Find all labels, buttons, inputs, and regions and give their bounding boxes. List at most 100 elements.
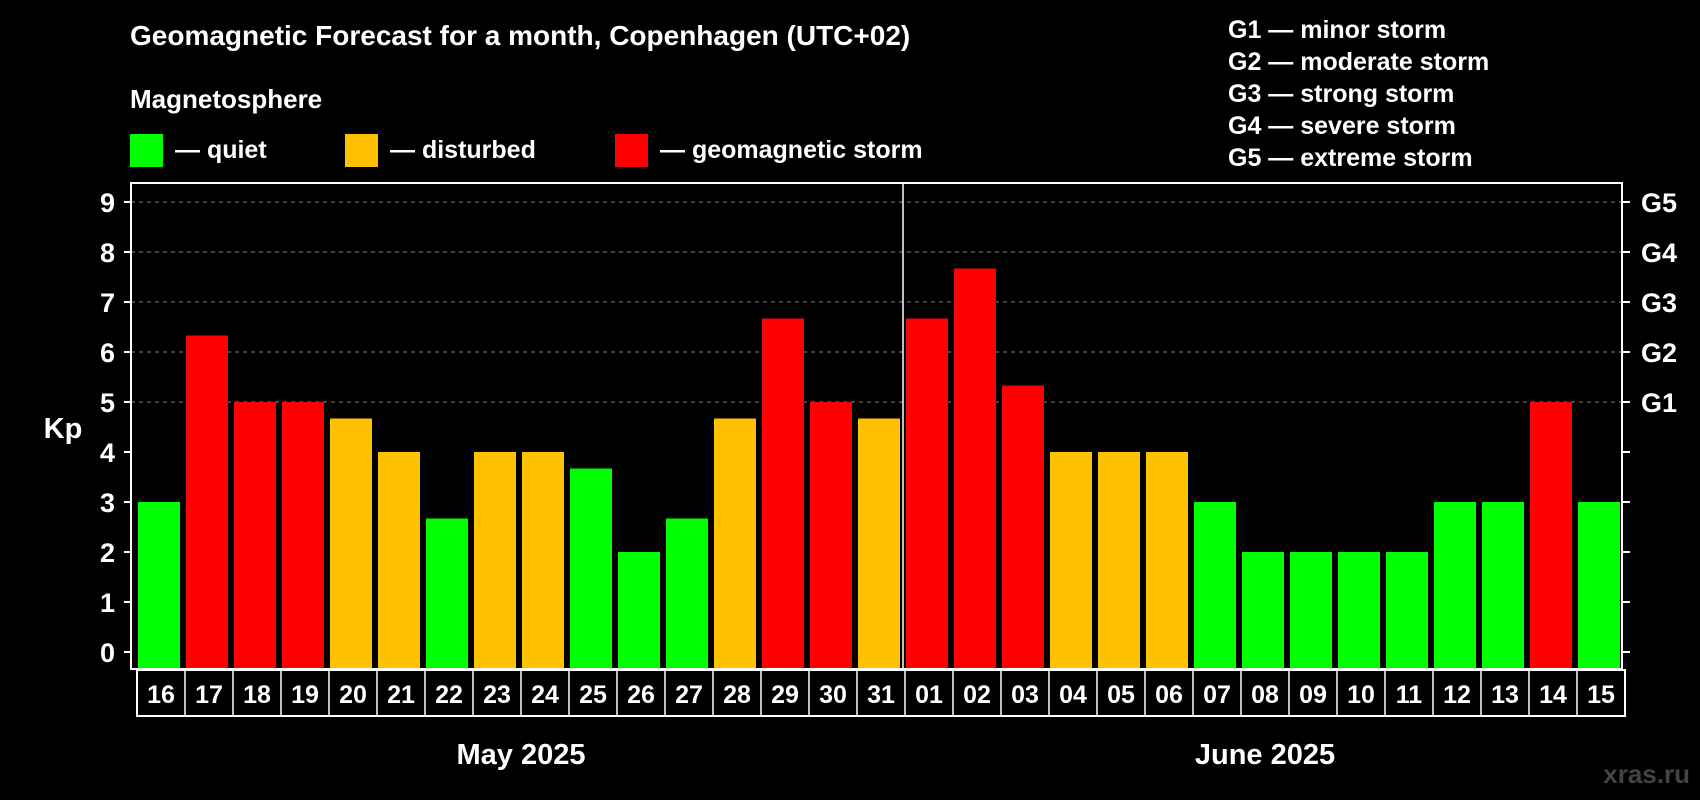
day-label: 13: [1491, 681, 1519, 709]
y-tick-label: 1: [100, 588, 115, 618]
bar-day-14: [810, 402, 852, 669]
bar-day-22: [1194, 502, 1236, 669]
g-level-label: G1: [1641, 388, 1677, 418]
y-tick-label: 6: [100, 338, 115, 368]
bar-day-18: [1002, 385, 1044, 669]
bar-day-9: [570, 468, 612, 669]
g-legend-item: G4 — severe storm: [1228, 112, 1456, 140]
bar-day-11: [666, 518, 708, 669]
legend-swatch-disturbed: [345, 133, 378, 167]
g-level-label: G3: [1641, 288, 1677, 318]
day-label: 28: [723, 681, 751, 709]
legend-label-quiet: — quiet: [175, 135, 267, 164]
g-legend-item: G3 — strong storm: [1228, 80, 1455, 108]
day-label: 31: [867, 681, 895, 709]
bar-day-5: [378, 452, 420, 669]
day-label: 23: [483, 681, 511, 709]
day-label: 24: [531, 681, 559, 709]
y-tick-label: 5: [100, 388, 115, 418]
day-label: 29: [771, 681, 799, 709]
chart-title: Geomagnetic Forecast for a month, Copenh…: [130, 20, 911, 51]
bar-day-13: [762, 318, 804, 669]
day-label: 16: [147, 681, 175, 709]
day-label: 30: [819, 681, 847, 709]
day-label: 05: [1107, 681, 1135, 709]
legend-subtitle: Magnetosphere: [130, 84, 323, 114]
bar-day-29: [1530, 402, 1572, 669]
day-label: 08: [1251, 681, 1279, 709]
day-label: 14: [1539, 681, 1567, 709]
bar-day-15: [858, 418, 900, 669]
bar-day-27: [1434, 502, 1476, 669]
y-tick-label: 2: [100, 538, 115, 568]
day-label: 15: [1587, 681, 1615, 709]
day-label: 02: [963, 681, 991, 709]
bar-day-23: [1242, 552, 1284, 669]
bar-day-3: [282, 402, 324, 669]
legend-swatch-quiet: [130, 133, 163, 167]
legend-swatch-storm: [615, 133, 648, 167]
g-scale-legend: G1 — minor storm G2 — moderate storm G3 …: [1228, 14, 1489, 174]
bar-day-16: [906, 318, 948, 669]
y-axis-label: Kp: [44, 413, 83, 445]
g-legend-item: G5 — extreme storm: [1228, 144, 1473, 172]
bar-day-12: [714, 418, 756, 669]
bar-day-30: [1578, 502, 1620, 669]
bar-day-1: [186, 335, 228, 669]
month-label: May 2025: [457, 739, 586, 771]
legend-quiet: — quiet: [130, 133, 267, 167]
y-tick-label: 8: [100, 238, 115, 268]
legend-storm: — geomagnetic storm: [615, 133, 923, 167]
bar-day-0: [138, 502, 180, 669]
day-label: 19: [291, 681, 319, 709]
day-label: 27: [675, 681, 703, 709]
g-level-label: G2: [1641, 338, 1677, 368]
bar-day-24: [1290, 552, 1332, 669]
watermark: xras.ru: [1603, 759, 1690, 789]
day-label: 06: [1155, 681, 1183, 709]
day-label: 25: [579, 681, 607, 709]
day-label: 01: [915, 681, 943, 709]
bar-day-10: [618, 552, 660, 669]
bar-day-17: [954, 268, 996, 669]
legend-disturbed: — disturbed: [345, 133, 536, 167]
g-level-label: G5: [1641, 188, 1677, 218]
day-label: 03: [1011, 681, 1039, 709]
day-label: 26: [627, 681, 655, 709]
day-label: 11: [1396, 681, 1423, 709]
day-label: 20: [339, 681, 367, 709]
g-legend-item: G2 — moderate storm: [1228, 48, 1490, 76]
day-label: 12: [1443, 681, 1471, 709]
y-tick-label: 3: [100, 488, 115, 518]
legend-label-storm: — geomagnetic storm: [660, 135, 923, 164]
bar-day-2: [234, 402, 276, 669]
day-label: 21: [387, 681, 415, 709]
day-label-frame: [136, 669, 1626, 717]
day-label: 22: [435, 681, 463, 709]
day-label: 09: [1299, 681, 1327, 709]
bar-day-20: [1098, 452, 1140, 669]
y-tick-label: 4: [100, 438, 115, 468]
bar-day-28: [1482, 502, 1524, 669]
day-label: 07: [1203, 681, 1231, 709]
g-legend-item: G1 — minor storm: [1228, 16, 1447, 44]
bar-day-26: [1386, 552, 1428, 669]
y-tick-label: 7: [100, 288, 115, 318]
bar-day-4: [330, 418, 372, 669]
day-label: 18: [243, 681, 271, 709]
bar-day-6: [426, 518, 468, 669]
day-label: 10: [1347, 681, 1375, 709]
bar-day-19: [1050, 452, 1092, 669]
day-label: 04: [1059, 681, 1087, 709]
bar-day-8: [522, 452, 564, 669]
day-label: 17: [195, 681, 223, 709]
y-tick-label: 9: [100, 188, 115, 218]
g-level-label: G4: [1641, 238, 1677, 268]
legend-label-disturbed: — disturbed: [390, 135, 536, 164]
bar-day-7: [474, 452, 516, 669]
month-label: June 2025: [1195, 739, 1335, 771]
bar-day-25: [1338, 552, 1380, 669]
y-tick-label: 0: [100, 638, 115, 668]
bar-day-21: [1146, 452, 1188, 669]
